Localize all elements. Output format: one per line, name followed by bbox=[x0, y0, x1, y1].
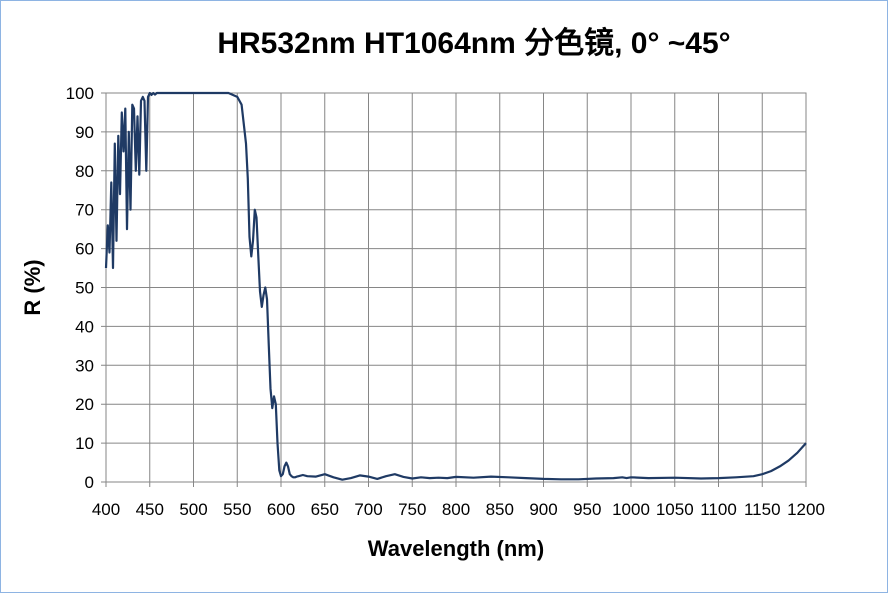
plot-area bbox=[105, 92, 807, 483]
y-tick-labels: 0 10 20 30 40 50 60 70 80 90 100 bbox=[66, 84, 94, 492]
y-tick-label: 0 bbox=[85, 473, 94, 492]
x-tick-label: 750 bbox=[398, 500, 426, 519]
x-tick-label: 1100 bbox=[700, 500, 737, 519]
y-tick-label: 10 bbox=[75, 434, 94, 453]
chart-title: HR532nm HT1064nm 分色镜, 0° ~45° bbox=[217, 27, 731, 60]
x-tick-label: 700 bbox=[354, 500, 382, 519]
x-tick-label: 650 bbox=[311, 500, 339, 519]
x-tick-labels: 400 450 500 550 600 650 700 750 800 850 900 950 1000… bbox=[92, 500, 825, 519]
x-tick-label: 1150 bbox=[744, 500, 781, 519]
x-tick-label: 1200 bbox=[787, 500, 825, 519]
x-tick-label: 550 bbox=[223, 500, 251, 519]
x-axis-label: Wavelength (nm) bbox=[368, 536, 544, 561]
y-tick-label: 50 bbox=[75, 279, 94, 298]
x-tick-label: 850 bbox=[486, 500, 514, 519]
y-tick-label: 60 bbox=[75, 240, 94, 259]
y-axis-label: R (%) bbox=[20, 259, 45, 315]
x-tick-label: 900 bbox=[529, 500, 557, 519]
x-tick-label: 950 bbox=[573, 500, 601, 519]
x-tick-label: 800 bbox=[442, 500, 470, 519]
x-tick-label: 500 bbox=[179, 500, 207, 519]
y-tick-label: 100 bbox=[66, 84, 94, 103]
x-tick-label: 600 bbox=[267, 500, 295, 519]
gridlines bbox=[101, 92, 807, 487]
y-tick-label: 90 bbox=[75, 123, 94, 142]
y-tick-label: 70 bbox=[75, 201, 94, 220]
y-tick-label: 30 bbox=[75, 356, 94, 375]
x-tick-label: 400 bbox=[92, 500, 120, 519]
x-tick-label: 1000 bbox=[612, 500, 650, 519]
y-tick-label: 40 bbox=[75, 317, 94, 336]
y-tick-label: 80 bbox=[75, 162, 94, 181]
reflectance-line bbox=[104, 91, 807, 481]
x-tick-label: 450 bbox=[136, 500, 164, 519]
x-tick-label: 1050 bbox=[656, 500, 694, 519]
y-tick-label: 20 bbox=[75, 395, 94, 414]
